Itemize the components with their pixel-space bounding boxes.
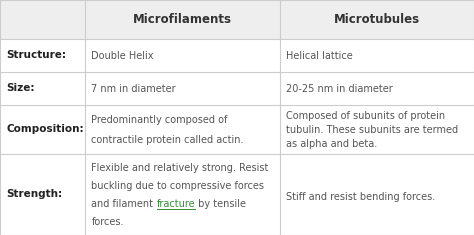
Text: Composition:: Composition: [6,124,84,134]
Text: tubulin. These subunits are termed: tubulin. These subunits are termed [286,125,458,135]
Text: as alpha and beta.: as alpha and beta. [286,139,377,149]
Text: Strength:: Strength: [6,189,62,200]
Text: Size:: Size: [6,83,35,93]
Text: contractile protein called actin.: contractile protein called actin. [91,135,244,145]
Text: 7 nm in diameter: 7 nm in diameter [91,84,176,94]
Text: Stiff and resist bending forces.: Stiff and resist bending forces. [286,192,435,202]
Text: Helical lattice: Helical lattice [286,51,353,61]
Text: Microfilaments: Microfilaments [133,13,232,26]
Text: Structure:: Structure: [6,50,66,60]
Text: Composed of subunits of protein: Composed of subunits of protein [286,111,445,121]
Text: buckling due to compressive forces: buckling due to compressive forces [91,181,264,191]
Text: Double Helix: Double Helix [91,51,154,61]
Text: Flexible and relatively strong. Resist: Flexible and relatively strong. Resist [91,163,269,173]
Text: Predominantly composed of: Predominantly composed of [91,115,228,125]
Text: fracture: fracture [156,199,195,209]
Text: and filament: and filament [91,199,156,209]
Text: 20-25 nm in diameter: 20-25 nm in diameter [286,84,392,94]
Text: by tensile: by tensile [195,199,246,209]
FancyBboxPatch shape [0,0,474,39]
Text: Microtubules: Microtubules [334,13,420,26]
Text: forces.: forces. [91,217,124,227]
